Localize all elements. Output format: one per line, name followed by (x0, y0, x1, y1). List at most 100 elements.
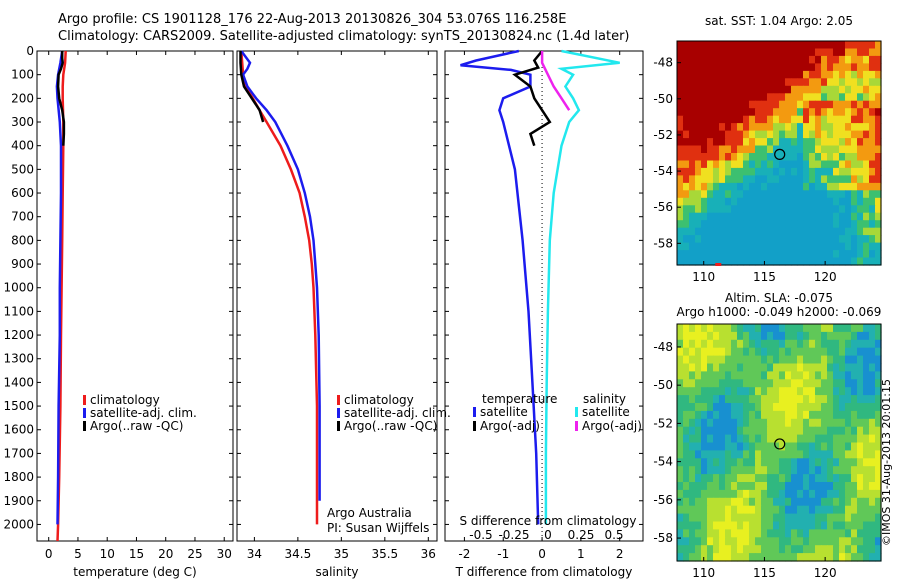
series-line-3 (540, 51, 571, 111)
map1-frame (676, 40, 882, 266)
x-tick-label: 0 (45, 547, 53, 561)
legend3-swatch-0 (473, 407, 476, 417)
map-y-tick-label: -58 (653, 236, 673, 250)
figure-title-line1: Argo profile: CS 1901128_176 22-Aug-2013… (58, 12, 567, 27)
map-y-tick-label: -48 (653, 56, 673, 70)
legend1-label-0: climatology (90, 393, 160, 407)
y-tick-label: 1400 (3, 375, 34, 389)
y-tick-label: 2000 (3, 517, 34, 531)
y-tick-label: 1700 (3, 446, 34, 460)
map-x-tick-label: 110 (692, 270, 715, 284)
legend1-label-1: satellite-adj. clim. (90, 406, 197, 420)
argo-location-marker (774, 438, 786, 450)
legend3-header-salinity: salinity (583, 392, 626, 406)
x-axis-label: salinity (315, 565, 358, 579)
y-tick-label: 1500 (3, 399, 34, 413)
series-line-1 (240, 50, 321, 501)
series-line-2 (239, 51, 265, 123)
legend1-label-2: Argo(..raw -QC) (90, 419, 183, 433)
y-tick-label: 300 (11, 115, 34, 129)
map-y-tick-label: -54 (653, 164, 673, 178)
x-tick-label: 5 (74, 547, 82, 561)
y-tick-label: 600 (11, 186, 34, 200)
top-axis-label: S difference from climatology (460, 514, 637, 528)
top-axis-tick-label: 0.5 (604, 528, 623, 542)
x-tick-label: 1 (577, 547, 585, 561)
x-tick-label: -1 (497, 547, 509, 561)
legend3-swatch-3 (575, 421, 578, 431)
series-line-0 (56, 50, 67, 542)
legend1-swatch-1 (83, 408, 86, 418)
x-tick-label: 25 (187, 547, 202, 561)
legend3-swatch-1 (473, 421, 476, 431)
y-tick-label: 900 (11, 257, 34, 271)
y-tick-label: 1800 (3, 470, 34, 484)
x-tick-label: 35.5 (371, 547, 398, 561)
map-y-tick-label: -52 (653, 416, 673, 430)
argo-location-marker (774, 148, 786, 160)
map1-group (677, 41, 882, 266)
x-tick-label: 30 (217, 547, 232, 561)
x-tick-label: 0 (538, 547, 546, 561)
timestamp-stamp: ©IMOS 31-Aug-2013 20:01:15 (880, 379, 893, 546)
legend3-label-0: satellite (480, 405, 528, 419)
map-x-tick-label: 120 (814, 566, 837, 580)
x-tick-label: 36 (421, 547, 436, 561)
x-tick-label: 15 (129, 547, 144, 561)
legend2-label-1: satellite-adj. clim. (344, 406, 451, 420)
map-y-tick-label: -58 (653, 531, 673, 545)
x-tick-label: 10 (100, 547, 115, 561)
x-tick-label: -2 (458, 547, 470, 561)
legend2-swatch-1 (337, 408, 340, 418)
legend3-label-1: Argo(-adj) (480, 419, 540, 433)
map2-frame (676, 323, 882, 562)
top-axis-tick-label: -0.5 (469, 528, 492, 542)
top-axis-tick-label: -0.25 (498, 528, 529, 542)
map-x-tick-label: 120 (814, 270, 837, 284)
series-line-0 (240, 50, 319, 525)
legend2-label-0: climatology (344, 393, 414, 407)
top-axis-tick-label: 0.25 (568, 528, 595, 542)
x-axis-label: T difference from climatology (455, 565, 633, 579)
x-axis-label: temperature (deg C) (73, 565, 196, 579)
x-tick-label: 20 (158, 547, 173, 561)
y-tick-label: 1300 (3, 352, 34, 366)
panel3-frame (444, 50, 644, 542)
x-tick-label: 2 (616, 547, 624, 561)
series-line-0 (460, 49, 540, 525)
x-tick-label: 35 (334, 547, 349, 561)
legend1-swatch-0 (83, 395, 86, 405)
legend1-swatch-2 (83, 421, 86, 431)
map-y-tick-label: -50 (653, 378, 673, 392)
legend3-header-temperature: temperature (482, 392, 557, 406)
y-tick-label: 800 (11, 233, 34, 247)
sst-red-mark (715, 263, 722, 266)
series-line-1 (544, 49, 620, 525)
legend3-label-2: satellite (582, 405, 630, 419)
y-tick-label: 0 (26, 44, 34, 58)
map2-group (677, 324, 882, 562)
y-tick-label: 400 (11, 139, 34, 153)
map-y-tick-label: -56 (653, 493, 673, 507)
y-tick-label: 500 (11, 162, 34, 176)
map-y-tick-label: -54 (653, 455, 673, 469)
map2-title: Altim. SLA: -0.075 (725, 291, 833, 305)
annotation-argo-australia: Argo Australia (327, 506, 412, 520)
y-tick-label: 1000 (3, 281, 34, 295)
top-axis-tick-label: 0 (544, 528, 552, 542)
x-tick-label: 34.5 (285, 547, 312, 561)
map-x-tick-label: 115 (753, 270, 776, 284)
map-y-tick-label: -48 (653, 340, 673, 354)
map-x-tick-label: 110 (692, 566, 715, 580)
map-y-tick-label: -50 (653, 92, 673, 106)
map2-subtitle: Argo h1000: -0.049 h2000: -0.069 (677, 305, 882, 319)
figure-title-line2: Climatology: CARS2009. Satellite-adjuste… (58, 29, 630, 44)
legend3-swatch-2 (575, 407, 578, 417)
y-tick-label: 1200 (3, 328, 34, 342)
legend2-swatch-0 (337, 395, 340, 405)
map-x-tick-label: 115 (753, 566, 776, 580)
y-tick-label: 700 (11, 210, 34, 224)
annotation-pi: PI: Susan Wijffels (327, 521, 429, 535)
legend2-swatch-2 (337, 421, 340, 431)
